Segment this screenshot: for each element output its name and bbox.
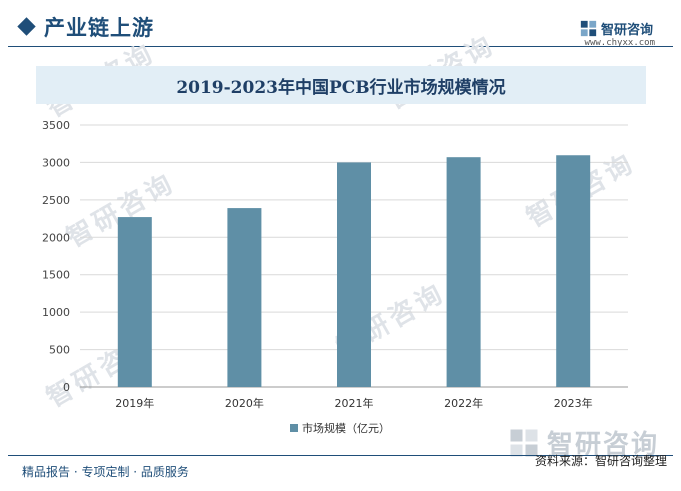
footer-divider — [8, 455, 673, 456]
bar — [117, 217, 152, 387]
header-divider — [8, 46, 673, 47]
x-tick-label: 2021年 — [335, 396, 374, 410]
y-tick-label: 2500 — [42, 194, 70, 207]
legend-swatch — [290, 424, 298, 432]
brand: 智研咨询 — [580, 19, 653, 38]
x-tick-label: 2022年 — [444, 396, 483, 410]
y-tick-label: 500 — [49, 344, 70, 357]
bar — [337, 162, 371, 387]
section-title: 产业链上游 — [44, 16, 154, 40]
diamond-icon — [17, 17, 36, 36]
watermark-logo-icon — [510, 429, 538, 456]
footer-slogan: 精品报告 · 专项定制 · 品质服务 — [22, 465, 189, 479]
bar — [556, 155, 591, 387]
chart-title: 2019-2023年中国PCB行业市场规模情况 — [176, 77, 506, 98]
y-tick-label: 0 — [63, 381, 70, 394]
y-tick-label: 1000 — [42, 306, 70, 319]
x-tick-label: 2019年 — [115, 396, 154, 410]
legend-label: 市场规模（亿元） — [302, 421, 390, 435]
y-tick-label: 3000 — [42, 156, 70, 169]
header: 产业链上游 智研咨询 www.chyxx.com — [0, 0, 681, 52]
y-tick-label: 2000 — [42, 231, 70, 244]
y-tick-label: 1500 — [42, 269, 70, 282]
brand-url: www.chyxx.com — [584, 38, 655, 48]
bar — [227, 208, 262, 387]
brand-name: 智研咨询 — [600, 23, 653, 38]
footer-source: 资料来源：智研咨询整理 — [534, 454, 667, 468]
x-tick-label: 2020年 — [225, 396, 264, 410]
y-tick-label: 3500 — [42, 119, 70, 132]
bar — [446, 157, 481, 387]
chart-title-band: 2019-2023年中国PCB行业市场规模情况 — [36, 66, 646, 104]
brand-logo-icon — [580, 20, 597, 37]
x-tick-label: 2023年 — [554, 396, 593, 410]
bar-chart: 0 500 1000 1500 2000 2500 3000 3500 2019年 2020年 20… — [42, 119, 628, 435]
watermark-logo: 智研咨询 — [509, 424, 659, 461]
